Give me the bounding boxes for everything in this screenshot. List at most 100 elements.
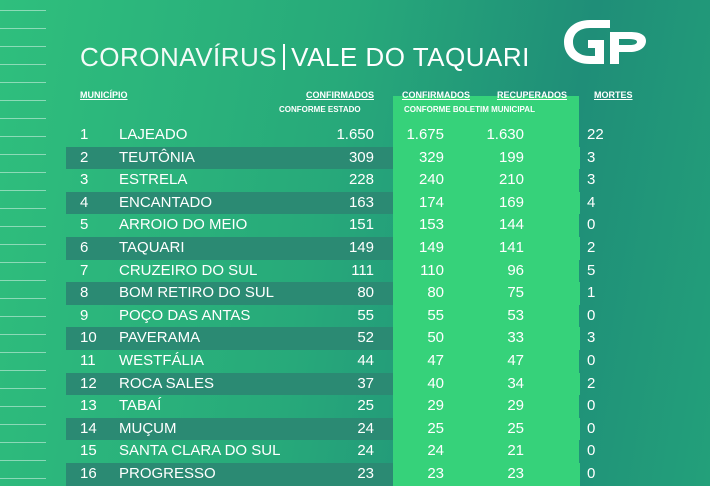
row-confirmados-boletim: 25 xyxy=(427,419,444,437)
row-confirmados-boletim: 23 xyxy=(427,465,444,482)
row-confirmados-estado: 80 xyxy=(357,284,374,302)
table-row: 5 ARROIO DO MEIO 151 153 144 0 xyxy=(66,214,595,237)
title-part1: CORONAVÍRUS xyxy=(80,42,278,72)
row-confirmados-boletim: 24 xyxy=(427,442,444,460)
row-confirmados-boletim: 50 xyxy=(427,329,444,347)
row-municipio: MUÇUM xyxy=(119,419,177,437)
row-number: 10 xyxy=(80,329,97,347)
row-confirmados-boletim: 329 xyxy=(418,148,444,166)
table-row: 16 PROGRESSO 23 23 23 0 xyxy=(66,463,595,486)
title-separator xyxy=(283,44,286,70)
row-recuperados: 169 xyxy=(498,193,524,211)
row-municipio: POÇO DAS ANTAS xyxy=(119,306,251,324)
row-municipio: TABAÍ xyxy=(119,397,162,415)
row-recuperados: 144 xyxy=(498,216,524,234)
row-municipio: SANTA CLARA DO SUL xyxy=(119,442,281,460)
row-mortes: 3 xyxy=(587,148,596,166)
boletim-cell-bg xyxy=(393,146,580,170)
table-row: 2 TEUTÔNIA 309 329 199 3 xyxy=(66,146,595,170)
table-row: 1 LAJEADO 1.650 1.675 1.630 22 xyxy=(66,124,604,147)
header-mortes: MORTES xyxy=(594,90,633,100)
header-conforme-boletim: CONFORME BOLETIM MUNICIPAL xyxy=(404,105,535,114)
row-municipio: BOM RETIRO DO SUL xyxy=(119,284,275,302)
row-confirmados-estado: 151 xyxy=(348,216,374,234)
boletim-cell-bg xyxy=(393,463,580,486)
row-municipio: PAVERAMA xyxy=(119,329,201,347)
tick-line xyxy=(0,100,46,101)
row-confirmados-estado: 111 xyxy=(351,261,374,279)
boletim-cell-bg xyxy=(393,372,580,396)
row-confirmados-estado: 55 xyxy=(357,306,374,324)
tick-line xyxy=(0,478,46,479)
row-recuperados: 96 xyxy=(507,261,524,279)
table-row: 14 MUÇUM 24 25 25 0 xyxy=(66,417,595,441)
row-number: 5 xyxy=(80,216,89,234)
tick-line xyxy=(0,316,46,317)
tick-line xyxy=(0,118,46,119)
boletim-cell-bg xyxy=(393,440,580,463)
row-number: 3 xyxy=(80,171,89,189)
row-recuperados: 34 xyxy=(507,374,524,392)
tick-line xyxy=(0,424,46,425)
boletim-cell-bg xyxy=(393,282,580,305)
row-mortes: 0 xyxy=(587,465,596,482)
page-title: CORONAVÍRUS VALE DO TAQUARI xyxy=(80,42,530,73)
row-confirmados-boletim: 80 xyxy=(427,284,444,302)
row-recuperados: 47 xyxy=(507,352,524,369)
row-number: 6 xyxy=(80,239,89,256)
row-confirmados-boletim: 55 xyxy=(427,306,444,324)
boletim-cell-bg xyxy=(393,350,580,373)
row-number: 12 xyxy=(80,374,97,392)
row-confirmados-boletim: 240 xyxy=(418,171,444,189)
row-mortes: 2 xyxy=(587,374,596,392)
row-recuperados: 25 xyxy=(507,419,524,437)
decorative-ticks xyxy=(0,0,46,486)
table-row: 6 TAQUARI 149 149 141 2 xyxy=(66,237,595,260)
row-recuperados: 23 xyxy=(507,465,524,482)
row-mortes: 3 xyxy=(587,171,596,189)
tick-line xyxy=(0,262,46,263)
table-row: 3 ESTRELA 228 240 210 3 xyxy=(66,169,595,192)
row-number: 4 xyxy=(80,193,89,211)
row-municipio: TAQUARI xyxy=(119,239,185,256)
table-row: 7 CRUZEIRO DO SUL 111 110 96 5 xyxy=(66,260,595,283)
tick-line xyxy=(0,208,46,209)
row-confirmados-boletim: 153 xyxy=(418,216,444,234)
tick-line xyxy=(0,442,46,443)
boletim-cell-bg xyxy=(393,305,580,328)
row-recuperados: 29 xyxy=(507,397,524,415)
row-confirmados-estado: 309 xyxy=(348,148,374,166)
row-confirmados-boletim: 174 xyxy=(418,193,444,211)
row-number: 8 xyxy=(80,284,89,302)
row-confirmados-estado: 163 xyxy=(348,193,374,211)
table-row: 4 ENCANTADO 163 174 169 4 xyxy=(66,191,595,215)
row-municipio: LAJEADO xyxy=(119,126,188,143)
row-mortes: 0 xyxy=(587,419,596,437)
row-municipio: CRUZEIRO DO SUL xyxy=(119,261,258,279)
row-confirmados-estado: 24 xyxy=(357,442,374,460)
row-municipio: PROGRESSO xyxy=(119,465,216,482)
gp-logo-icon xyxy=(564,20,646,64)
row-recuperados: 199 xyxy=(498,148,524,166)
row-recuperados: 53 xyxy=(507,306,524,324)
row-number: 16 xyxy=(80,465,97,482)
tick-line xyxy=(0,460,46,461)
row-number: 9 xyxy=(80,306,89,324)
row-recuperados: 21 xyxy=(507,442,524,460)
tick-line xyxy=(0,64,46,65)
row-confirmados-estado: 228 xyxy=(348,171,374,189)
table-row: 10 PAVERAMA 52 50 33 3 xyxy=(66,327,595,350)
row-recuperados: 210 xyxy=(498,171,524,189)
tick-line xyxy=(0,406,46,407)
tick-line xyxy=(0,226,46,227)
row-municipio: WESTFÁLIA xyxy=(119,352,205,369)
row-mortes: 0 xyxy=(587,442,596,460)
table-row: 12 ROCA SALES 37 40 34 2 xyxy=(66,372,595,396)
row-mortes: 5 xyxy=(587,261,596,279)
row-confirmados-boletim: 149 xyxy=(418,239,444,256)
row-confirmados-estado: 25 xyxy=(357,397,374,415)
row-confirmados-estado: 23 xyxy=(357,465,374,482)
row-mortes: 1 xyxy=(587,284,596,302)
row-number: 15 xyxy=(80,442,97,460)
tick-line xyxy=(0,298,46,299)
